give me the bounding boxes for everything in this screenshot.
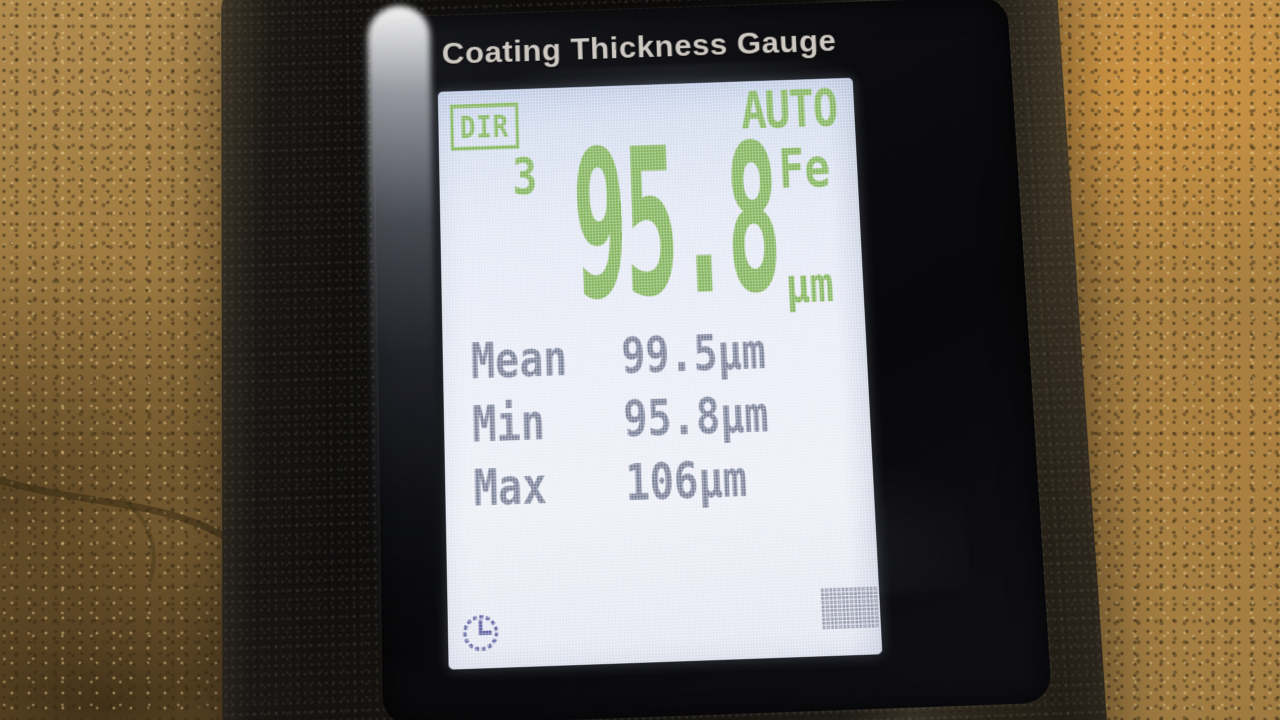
- reading-unit: µm: [784, 255, 835, 315]
- statistics-block: Mean 99.5µm Min 95.8µm Max 106µm: [470, 322, 847, 527]
- stat-row-mean: Mean 99.5µm: [470, 322, 767, 391]
- stat-label-max: Max: [472, 456, 548, 518]
- battery-icon: [819, 585, 879, 630]
- stat-value-min: 95.8µm: [622, 384, 770, 449]
- stat-row-max: Max 106µm: [472, 449, 772, 518]
- glass-glare-reflection: [367, 4, 442, 662]
- reading-value: 95.8: [569, 102, 783, 346]
- mode-badge: DIR: [449, 102, 520, 151]
- stat-label-mean: Mean: [470, 329, 569, 391]
- front-glass-panel: Coating Thickness Gauge DIR AUTO 3 95.8 …: [367, 0, 1053, 720]
- stat-value-mean: 99.5µm: [620, 322, 767, 386]
- gauge-device: Coating Thickness Gauge DIR AUTO 3 95.8 …: [221, 0, 1111, 720]
- reading-count: 3: [511, 148, 538, 208]
- stat-label-min: Min: [471, 392, 546, 454]
- stat-row-min: Min 95.8µm: [471, 385, 770, 454]
- lcd-screen: DIR AUTO 3 95.8 Fe µm Mean 99.5µm Min 95.8…: [437, 77, 883, 670]
- stat-value-max: 106µm: [624, 449, 749, 513]
- substrate-indicator: Fe: [776, 136, 832, 201]
- clock-icon: [460, 612, 502, 655]
